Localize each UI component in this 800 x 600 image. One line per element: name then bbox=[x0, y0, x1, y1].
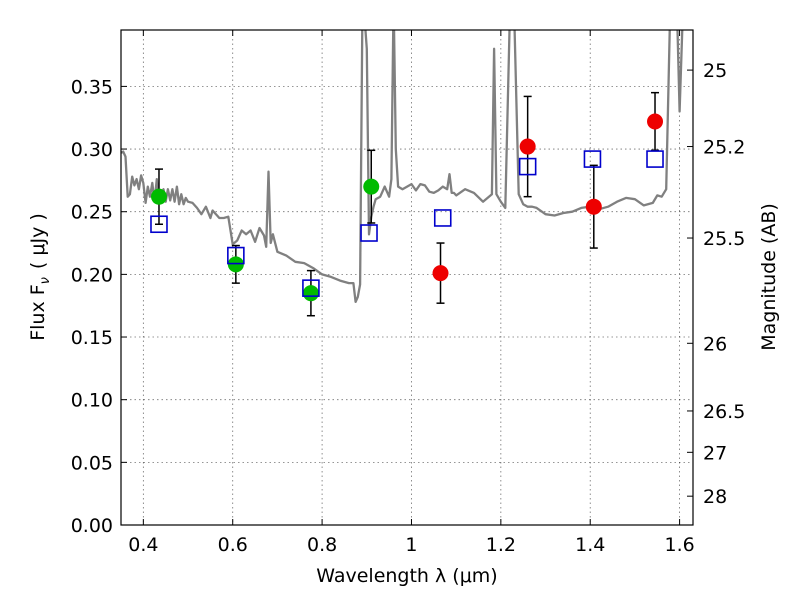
x-tick-label: 1.2 bbox=[486, 534, 516, 556]
x-tick-label: 1.4 bbox=[575, 534, 605, 556]
y-tick-label: 0.10 bbox=[71, 390, 113, 412]
y2-tick-label: 25 bbox=[703, 60, 727, 82]
detection-flux-point bbox=[302, 285, 319, 302]
detection-flux-point bbox=[363, 178, 380, 195]
x-tick-label: 0.8 bbox=[307, 534, 337, 556]
y-tick-label: 0.20 bbox=[71, 264, 113, 286]
axes: 0.4 0.6 0.8 1 1.2 1.4 1.6 0.00 0.05 0.10 0.15 0.20 0… bbox=[71, 30, 745, 556]
model-flux-square bbox=[227, 246, 245, 265]
y-axis-title-subscript: ν bbox=[38, 277, 53, 284]
y-tick-label: 0.30 bbox=[71, 139, 113, 161]
model-flux-square bbox=[150, 215, 168, 234]
x-tick-label: 0.6 bbox=[218, 534, 248, 556]
y-tick-label: 0.05 bbox=[71, 452, 113, 474]
model-flux-square bbox=[518, 157, 537, 176]
measured-flux-point bbox=[432, 265, 449, 282]
model-flux-square bbox=[646, 150, 664, 168]
y-tick-label: 0.15 bbox=[71, 327, 113, 349]
x-axis-title: Wavelength λ (μm) bbox=[316, 565, 497, 587]
y2-tick-label: 25.2 bbox=[703, 137, 745, 159]
model-flux-square bbox=[360, 224, 378, 242]
y-axis-title: Flux Fν ( μJy ) bbox=[27, 213, 53, 341]
y-tick-label: 0.35 bbox=[71, 76, 113, 98]
x-tick-label: 0.4 bbox=[128, 534, 158, 556]
y2-tick-label: 27 bbox=[703, 442, 727, 464]
y2-tick-label: 25.5 bbox=[703, 228, 745, 250]
y-axis-title-unit: ( μJy ) bbox=[27, 213, 49, 269]
y-tick-label: 0.25 bbox=[71, 202, 113, 224]
y-tick-label: 0.00 bbox=[71, 515, 113, 537]
data-layer bbox=[121, 30, 684, 317]
plot-frame bbox=[120, 29, 694, 526]
measured-flux-point bbox=[647, 113, 664, 130]
y2-axis-title: Magnitude (AB) bbox=[758, 203, 780, 351]
x-tick-label: 1 bbox=[405, 534, 417, 556]
model-flux-square bbox=[583, 150, 602, 168]
plot-background bbox=[121, 30, 693, 525]
y-axis-title-main: Flux F bbox=[27, 284, 49, 340]
detection-flux-point bbox=[150, 188, 167, 205]
y2-tick-label: 28 bbox=[703, 486, 727, 508]
grid bbox=[121, 30, 693, 525]
y2-tick-label: 26.5 bbox=[703, 401, 745, 423]
model-spectrum-line bbox=[121, 30, 684, 304]
model-flux-square bbox=[433, 209, 452, 227]
measured-flux-point bbox=[519, 138, 536, 155]
model-flux-square bbox=[302, 279, 320, 297]
x-tick-label: 1.6 bbox=[664, 534, 694, 556]
y2-tick-label: 26 bbox=[703, 333, 727, 355]
measured-flux-point bbox=[585, 198, 602, 215]
